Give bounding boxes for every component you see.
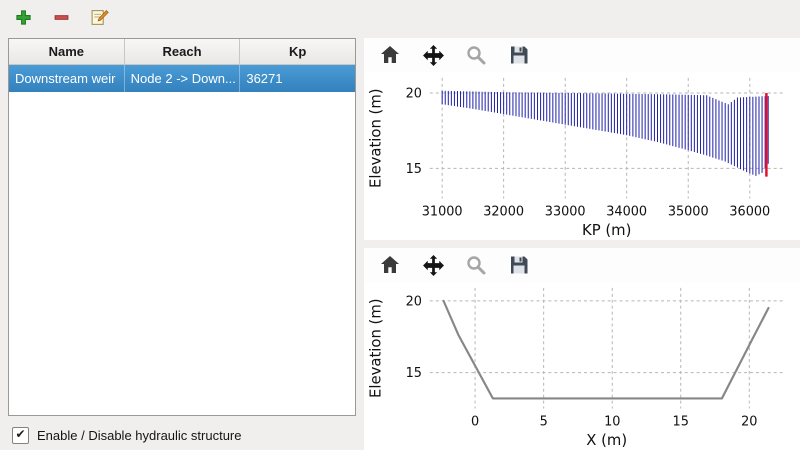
cross-section-plot-panel: 0 5 10 15 20 15 20 X (m) Elevation (m) bbox=[364, 248, 800, 450]
pan-icon bbox=[422, 44, 444, 66]
edit-icon bbox=[91, 9, 109, 25]
zoom-button[interactable] bbox=[462, 41, 490, 69]
home-icon bbox=[381, 256, 399, 273]
home-icon bbox=[381, 46, 399, 63]
home-button[interactable] bbox=[376, 41, 404, 69]
structures-table: Name Reach Kp Downstream weir Node 2 -> … bbox=[8, 38, 356, 416]
main-toolbar bbox=[0, 0, 800, 34]
cross-section-plot-toolbar bbox=[364, 248, 800, 282]
svg-text:33000: 33000 bbox=[545, 204, 586, 219]
add-icon bbox=[15, 9, 31, 25]
remove-structure-button[interactable] bbox=[48, 4, 74, 30]
kp-profile-plot-panel: 31000 32000 33000 34000 35000 36000 15 20 KP (m)… bbox=[364, 38, 800, 240]
pan-button[interactable] bbox=[419, 41, 447, 69]
save-icon bbox=[511, 46, 528, 64]
edit-structure-button[interactable] bbox=[86, 4, 112, 30]
cell-name: Downstream weir bbox=[9, 65, 125, 92]
cell-reach: Node 2 -> Down... bbox=[125, 65, 241, 92]
check-mark-icon: ✔ bbox=[15, 427, 26, 441]
save-button[interactable] bbox=[505, 41, 533, 69]
svg-text:10: 10 bbox=[604, 414, 620, 429]
svg-text:Elevation (m): Elevation (m) bbox=[367, 88, 384, 187]
home-button[interactable] bbox=[376, 251, 404, 279]
add-structure-button[interactable] bbox=[10, 4, 36, 30]
svg-text:34000: 34000 bbox=[606, 204, 647, 219]
svg-text:20: 20 bbox=[406, 86, 422, 101]
svg-text:32000: 32000 bbox=[483, 204, 524, 219]
svg-text:20: 20 bbox=[741, 414, 757, 429]
svg-text:20: 20 bbox=[406, 294, 422, 309]
svg-text:15: 15 bbox=[673, 414, 689, 429]
cell-kp: 36271 bbox=[246, 71, 283, 86]
remove-icon bbox=[54, 14, 68, 20]
svg-text:Elevation (m): Elevation (m) bbox=[367, 298, 384, 398]
enable-structure-checkbox[interactable]: ✔ Enable / Disable hydraulic structure bbox=[12, 423, 356, 447]
kp-plot-toolbar bbox=[364, 38, 800, 72]
structures-panel: Name Reach Kp Downstream weir Node 2 -> … bbox=[8, 38, 356, 450]
svg-text:15: 15 bbox=[406, 366, 422, 381]
plots-panel: 31000 32000 33000 34000 35000 36000 15 20 KP (m)… bbox=[364, 38, 800, 450]
pan-icon bbox=[422, 254, 444, 276]
table-header: Name Reach Kp bbox=[9, 39, 355, 65]
svg-text:36000: 36000 bbox=[729, 204, 770, 219]
cross-section-chart[interactable]: 0 5 10 15 20 15 20 X (m) Elevation (m) bbox=[364, 282, 800, 450]
zoom-button[interactable] bbox=[462, 251, 490, 279]
svg-text:31000: 31000 bbox=[422, 204, 463, 219]
checkbox-label: Enable / Disable hydraulic structure bbox=[37, 427, 242, 443]
main-content: Name Reach Kp Downstream weir Node 2 -> … bbox=[0, 34, 800, 450]
zoom-icon bbox=[467, 256, 486, 275]
svg-text:35000: 35000 bbox=[668, 204, 709, 219]
save-button[interactable] bbox=[505, 251, 533, 279]
zoom-icon bbox=[467, 46, 486, 65]
column-header-reach[interactable]: Reach bbox=[125, 39, 241, 64]
svg-text:0: 0 bbox=[471, 414, 479, 429]
kp-profile-chart[interactable]: 31000 32000 33000 34000 35000 36000 15 20 KP (m)… bbox=[364, 72, 800, 240]
checkbox-box[interactable]: ✔ bbox=[12, 426, 29, 444]
save-icon bbox=[511, 256, 528, 274]
table-row-downstream-weir[interactable]: Downstream weir Node 2 -> Down... 36271 bbox=[9, 65, 355, 92]
svg-text:X (m): X (m) bbox=[586, 432, 627, 449]
pan-button[interactable] bbox=[419, 251, 447, 279]
svg-text:15: 15 bbox=[406, 162, 422, 177]
svg-text:5: 5 bbox=[540, 414, 548, 429]
column-header-kp[interactable]: Kp bbox=[289, 44, 307, 59]
svg-text:KP (m): KP (m) bbox=[582, 222, 631, 239]
column-header-name[interactable]: Name bbox=[9, 39, 125, 64]
